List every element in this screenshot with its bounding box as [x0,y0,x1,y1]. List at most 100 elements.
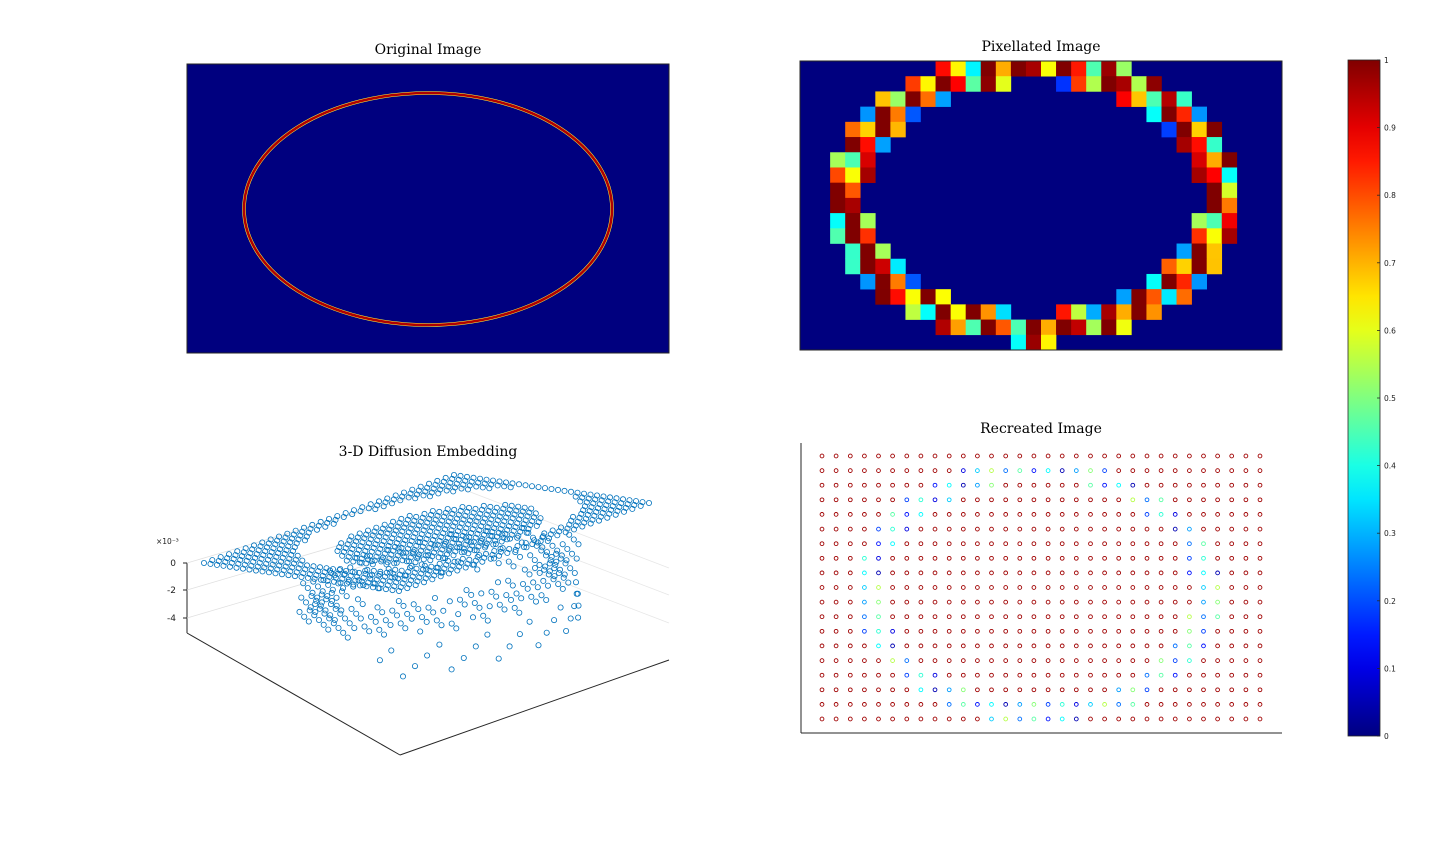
embedding-point [273,553,280,560]
recreated-point [1102,599,1107,605]
recreated-point [918,453,924,459]
recreated-point [975,614,980,620]
embedding-point [639,499,646,506]
recreated-point [1130,585,1136,590]
embedding-point [365,505,372,512]
recreated-point [1130,716,1136,722]
recreated-point [1045,585,1051,590]
pixel-cell [1131,91,1147,107]
embedding-point [326,567,333,574]
embedding-point [418,531,425,538]
embedding-point [375,572,382,579]
embedding-point [356,530,363,537]
embedding-point [319,572,326,579]
pixel-cell [1221,182,1238,199]
embedding-point [468,591,475,598]
embedding-point [539,544,546,551]
embedding-point [341,615,348,622]
embedding-point [405,529,412,536]
embedding-point [451,558,458,565]
recreated-point [989,585,994,590]
pixel-cell [890,289,906,305]
embedding-point [285,572,292,579]
embedding-point [279,554,286,561]
recreated-point [819,716,825,722]
embedding-point [310,578,317,585]
embedding-point [431,572,438,579]
embedding-point [523,544,530,551]
embedding-point [470,509,477,516]
embedding-point [413,513,420,520]
embedding-z-tick-label: -4 [167,614,176,624]
pixel-cell [1101,61,1117,77]
embedding-point [411,517,418,524]
embedding-point [516,631,523,638]
embedding-point [557,566,564,573]
pixel-cell [1131,76,1147,92]
recreated-point [1116,585,1122,590]
embedding-point [366,628,373,635]
embedding-point [581,519,588,526]
colorbar-tick-label: 0 [1384,732,1389,741]
recreated-point [1116,570,1122,576]
embedding-point [598,497,605,504]
recreated-point [833,614,839,620]
recreated-point [960,614,966,620]
recreated-point [932,672,938,678]
recreated-point [1045,672,1051,678]
recreated-point [1059,512,1065,517]
recreated-point [1243,526,1249,532]
embedding-point [504,510,511,517]
embedding-point [265,540,272,547]
embedding-point [446,598,453,605]
pixel-cell [890,121,906,138]
embedding-point [402,520,409,527]
recreated-point [890,702,895,707]
embedding-point [526,571,533,578]
embedding-point [401,524,408,531]
recreated-point [918,526,924,532]
embedding-point [207,560,214,567]
pixel-cell [1221,167,1238,183]
embedding-point [428,489,435,496]
recreated-point [833,570,839,576]
embedding-point [502,501,509,508]
embedding-point [348,605,355,612]
recreated-point [1215,453,1220,459]
embedding-point [395,588,402,595]
recreated-point [1003,541,1009,547]
embedding-point [380,577,387,584]
embedding-point [559,541,566,548]
embedding-point [287,539,294,546]
recreated-point [1229,482,1235,488]
recreated-point [1059,658,1065,663]
embedding-point [263,544,270,551]
embedding-point [505,577,512,584]
recreated-point [932,526,938,532]
recreated-point [1059,526,1065,532]
embedding-point [578,510,585,517]
embedding-point [441,526,448,533]
recreated-point [1201,702,1206,707]
recreated-point [890,643,895,649]
embedding-point [612,511,619,518]
embedding-point [435,554,442,561]
pixel-cell [875,121,891,138]
recreated-point [833,512,839,517]
embedding-point [572,522,579,529]
embedding-point [520,581,527,588]
embedding-point [286,555,293,562]
embedding-point [359,504,366,511]
recreated-point [1059,643,1065,649]
embedding-point [506,643,513,650]
recreated-point [1073,672,1079,678]
pixel-cell [1025,61,1042,77]
embedding-point [646,499,653,506]
embedding-point [540,577,547,584]
recreated-point [1059,614,1065,620]
embedding-point [405,558,412,565]
embedding-point [370,544,377,551]
recreated-point [819,497,825,503]
embedding-point [292,527,299,534]
recreated-point [904,599,910,605]
